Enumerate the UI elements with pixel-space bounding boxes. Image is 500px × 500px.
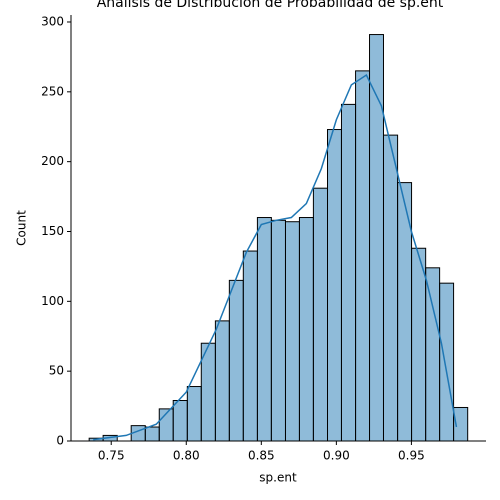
bar (425, 267, 441, 442)
y-tick-label: 100 (41, 294, 64, 308)
y-tick-label: 150 (41, 224, 64, 238)
bar (382, 134, 399, 442)
bar (284, 221, 300, 442)
bar (228, 279, 244, 442)
chart-title: Análisis de Distribución de Probabilidad… (97, 0, 444, 11)
y-tick-label: 50 (49, 364, 64, 378)
bar (298, 217, 314, 442)
bar (411, 247, 427, 442)
bar (186, 386, 202, 442)
bar (327, 129, 342, 442)
x-tick-label: 0.80 (173, 449, 200, 463)
x-tick-label: 0.95 (398, 449, 425, 463)
bar (355, 70, 371, 442)
bar (312, 187, 329, 442)
kde-line (93, 73, 458, 441)
x-tick-label: 0.85 (248, 449, 275, 463)
bar (242, 250, 258, 442)
bar (144, 426, 160, 442)
y-tick-label: 250 (41, 84, 64, 98)
bar (256, 217, 272, 442)
x-axis-label: sp.ent (259, 471, 297, 485)
y-tick-label: 0 (56, 434, 64, 448)
x-tick-label: 0.75 (98, 449, 125, 463)
y-tick-label: 300 (41, 14, 64, 28)
bar (214, 320, 230, 442)
x-tick-label: 0.90 (323, 449, 350, 463)
bar (340, 103, 357, 442)
bar (172, 399, 188, 442)
bar (439, 282, 455, 442)
y-axis-label: Count (15, 210, 29, 246)
bar (270, 219, 286, 442)
y-tick-label: 200 (41, 154, 64, 168)
